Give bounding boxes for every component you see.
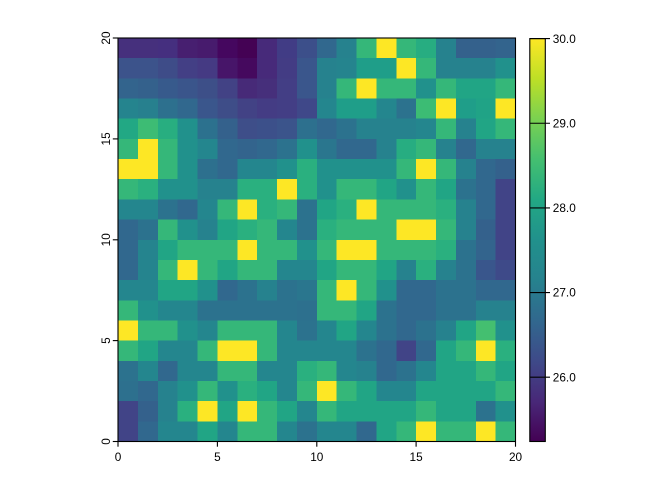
svg-text:20: 20	[99, 31, 113, 45]
svg-text:10: 10	[310, 450, 324, 464]
svg-text:28.0: 28.0	[553, 201, 576, 215]
svg-text:26.0: 26.0	[553, 370, 576, 384]
svg-text:30.0: 30.0	[553, 32, 576, 46]
svg-text:29.0: 29.0	[553, 116, 576, 130]
svg-text:10: 10	[99, 233, 113, 247]
svg-text:0: 0	[99, 438, 113, 445]
svg-text:15: 15	[99, 132, 113, 146]
svg-text:5: 5	[214, 450, 221, 464]
svg-text:0: 0	[115, 450, 122, 464]
svg-text:20: 20	[509, 450, 523, 464]
svg-text:5: 5	[99, 337, 113, 344]
svg-text:27.0: 27.0	[553, 286, 576, 300]
svg-text:15: 15	[410, 450, 424, 464]
